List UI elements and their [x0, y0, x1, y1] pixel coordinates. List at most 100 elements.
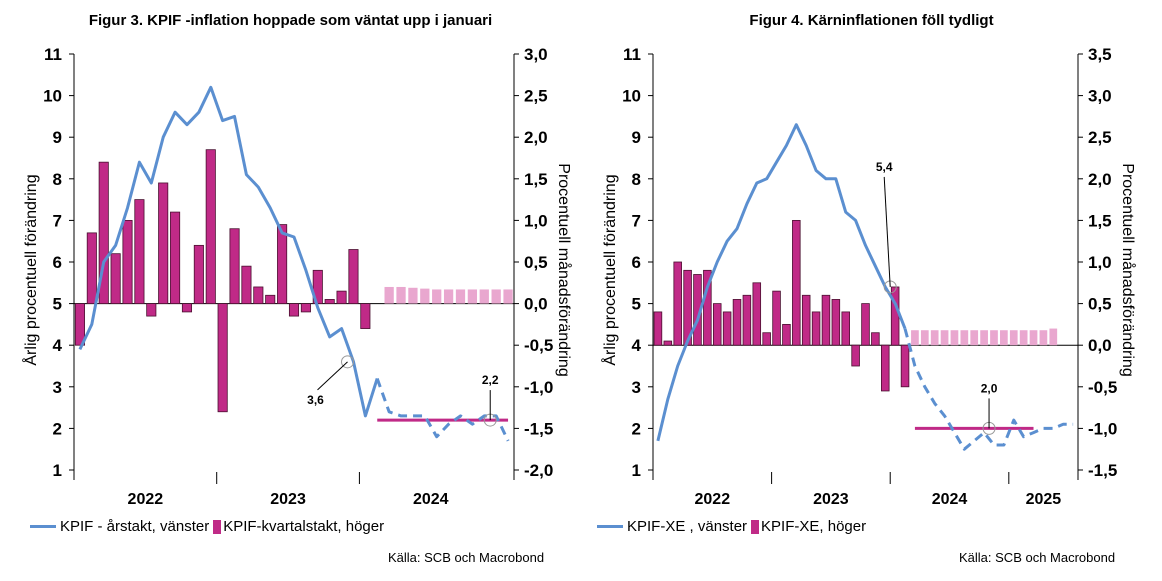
bar [831, 299, 841, 346]
bar [782, 323, 791, 346]
right-tick-label: -2,0 [524, 461, 553, 480]
right-tick-label: 1,0 [1088, 253, 1112, 272]
annotation-label: 2,0 [981, 381, 998, 395]
left-tick-label: 2 [632, 419, 641, 438]
x-category-label: 2023 [270, 491, 306, 508]
annotation-leader [317, 361, 348, 391]
bar [851, 344, 860, 367]
legend-bar-swatch [751, 519, 760, 534]
left-tick-label: 5 [632, 295, 641, 314]
bar [801, 294, 811, 346]
legend-line-swatch [30, 525, 56, 528]
left-tick-label: 7 [632, 211, 641, 230]
bar [229, 228, 240, 304]
left-tick-label: 11 [44, 45, 62, 64]
bar [324, 299, 335, 305]
bar [170, 211, 181, 304]
chart-kpif-xe: 1 2 3 4 5 6 7 8 9 10 11 -1,5 -1,0 -0,5 0,0 0,5 1,0 1,5 2,0… [600, 45, 1137, 508]
bar-forecast [990, 330, 998, 346]
x-category-label: 2022 [695, 491, 731, 508]
bar [841, 311, 850, 346]
bar-forecast [1009, 330, 1018, 346]
bar [253, 286, 264, 304]
right-tick-label: -0,5 [1088, 378, 1117, 397]
line-actual [656, 123, 907, 442]
bar [205, 149, 216, 304]
bar-forecast [432, 289, 442, 304]
bar [300, 303, 311, 313]
line-forecast [903, 328, 1074, 451]
left-tick-label: 10 [622, 87, 641, 106]
left-tick-label: 5 [53, 295, 62, 314]
left-tick-label: 8 [53, 170, 62, 189]
left-tick-label: 6 [632, 253, 641, 272]
bar [742, 294, 752, 346]
chart-legend: KPIF - årstakt, vänster KPIF-kvartalstak… [30, 518, 384, 535]
legend-bar-label: KPIF-XE, höger [761, 518, 867, 535]
annotation-label: 5,4 [876, 160, 893, 174]
right-tick-label: 2,0 [524, 128, 548, 147]
bar [360, 303, 371, 329]
left-tick-label: 3 [53, 378, 62, 397]
chart-kpif: 1 2 3 4 5 6 7 8 9 10 11 -2,0 -1,5 -1,0 -0,5 0,0 0,5 1,0 1,… [21, 45, 573, 508]
right-tick-label: 2,5 [524, 87, 548, 106]
right-tick-label: 0,0 [1088, 336, 1112, 355]
x-category-label: 2024 [413, 491, 449, 508]
bar-forecast [920, 330, 929, 346]
bar-forecast [1029, 330, 1038, 346]
bar-forecast [1000, 330, 1008, 346]
bar [653, 311, 663, 346]
left-tick-label: 6 [53, 253, 62, 272]
right-tick-label: 2,0 [1088, 170, 1112, 189]
bar-forecast [970, 330, 979, 346]
bar-forecast [1049, 328, 1058, 346]
bar [792, 219, 801, 346]
bar [336, 290, 347, 304]
source-note: Källa: SCB och Macrobond [388, 550, 545, 565]
bar [193, 244, 204, 305]
bar [881, 344, 890, 392]
y-axis-left-label: Årlig procentuell förändring [21, 174, 40, 365]
right-tick-label: -1,5 [524, 419, 553, 438]
left-tick-label: 3 [632, 378, 641, 397]
left-tick-label: 2 [53, 419, 62, 438]
bar [712, 303, 722, 346]
bar [74, 303, 85, 346]
bar [288, 303, 300, 317]
bar [122, 219, 133, 304]
bar-forecast [940, 330, 949, 346]
right-tick-label: 1,5 [1088, 211, 1112, 230]
left-tick-label: 8 [632, 170, 641, 189]
right-tick-label: 0,0 [524, 295, 548, 314]
bar [663, 340, 673, 346]
bar-forecast [396, 286, 406, 304]
bar [110, 253, 121, 304]
bar [348, 249, 359, 305]
right-tick-label: 3,5 [1088, 45, 1112, 64]
y-axis-right-label: Procentuell månadsförändring [1119, 163, 1137, 376]
bar [134, 199, 145, 305]
chart-title: Figur 4. Kärninflationen föll tydligt [749, 12, 994, 29]
bar-forecast [960, 330, 969, 346]
annotation-leader [883, 176, 891, 287]
left-tick-label: 4 [632, 336, 642, 355]
x-category-label: 2022 [128, 491, 164, 508]
bar [277, 224, 288, 304]
bar [722, 311, 732, 346]
right-tick-label: 1,5 [524, 170, 548, 189]
chart-legend: KPIF-XE , vänster KPIF-XE, höger [597, 518, 866, 535]
bar [181, 303, 193, 313]
left-tick-label: 7 [53, 211, 62, 230]
source-note: Källa: SCB och Macrobond [959, 550, 1116, 565]
right-tick-label: 1,0 [524, 211, 548, 230]
bar-forecast [455, 289, 466, 304]
chart-panel-kpif: Figur 3. KPIF -inflation hoppade som vän… [21, 12, 573, 565]
bar [732, 299, 742, 346]
annotation-marker [341, 355, 355, 369]
x-category-label: 2024 [932, 491, 968, 508]
annotation-label: 3,6 [307, 393, 324, 407]
right-tick-label: 0,5 [524, 253, 548, 272]
legend-line-label: KPIF - årstakt, vänster [60, 518, 210, 535]
bar-forecast [911, 330, 919, 346]
bar [752, 282, 762, 346]
